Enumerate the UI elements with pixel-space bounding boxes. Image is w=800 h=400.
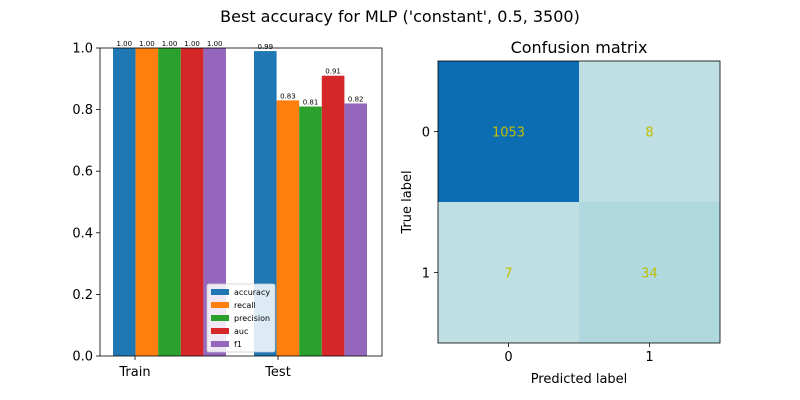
bar-chart: 1.00 1.00 1.00 1.00 1.00 0.99 0.83 0.81 0.91 0.82… [72,40,383,380]
cm-cell-1-1 [579,202,720,343]
bar-value-label: 1.00 [117,40,133,48]
bar-x-tick-label: Test [264,365,291,380]
bar-value-label: 0.99 [258,43,274,51]
bar-y-tick-label: 0.2 [72,288,93,303]
confusion-matrix-axes: 0 1 0 1 [422,126,654,366]
bar-y-tick-label: 0.6 [72,165,93,180]
bar-accuracy-train [113,48,136,356]
bar-legend: accuracy recall precision auc f1 [206,283,276,353]
cm-cell-0-0 [438,61,579,202]
confusion-matrix-chart: Confusion matrix 1053 8 7 34 0 1 0 1 Predicted… [400,38,721,387]
legend-label-accuracy: accuracy [234,288,270,297]
bar-accuracy-test [254,51,277,357]
legend-label-recall: recall [234,301,256,310]
bar-f1-test [344,103,367,356]
confusion-matrix-frame [437,60,721,344]
bar-auc-train [180,48,204,356]
bar-y-tick-label: 1.0 [72,42,93,57]
bar-x-tick-label: Train [118,365,150,380]
cm-x-tick-label: 0 [504,350,512,365]
legend-swatch-f1 [211,341,229,347]
bar-y-tick-label: 0.4 [72,226,93,241]
legend-swatch-auc [211,328,229,334]
bar-value-label: 1.00 [139,40,155,48]
bar-marks: 1.00 1.00 1.00 1.00 1.00 0.99 0.83 0.81 0.91 0.82 [113,40,367,357]
bar-value-label: 0.83 [280,92,296,100]
legend-box [206,283,276,353]
cm-cell-value: 34 [641,267,658,282]
bar-recall-test [276,100,300,356]
confusion-matrix-xlabel: Predicted label [531,372,628,387]
legend-label-f1: f1 [234,340,242,349]
bar-x-axis: Train Test [118,356,291,380]
confusion-matrix-title: Confusion matrix [511,38,648,57]
bar-value-label: 0.81 [303,99,319,107]
bar-value-label: 1.00 [184,40,200,48]
bar-value-label: 1.00 [207,40,223,48]
bar-y-tick-label: 0.0 [72,350,93,365]
legend-swatch-recall [211,302,229,308]
figure-title: Best accuracy for MLP ('constant', 0.5, … [220,7,580,26]
bar-value-label: 0.82 [348,95,364,103]
bar-precision-test [299,106,322,357]
bar-value-label: 0.91 [325,68,341,76]
bar-y-tick-label: 0.8 [72,103,93,118]
cm-y-tick-label: 1 [422,267,430,282]
cm-cell-value: 1053 [492,126,525,141]
legend-swatch-accuracy [211,289,229,295]
legend-label-auc: auc [234,327,248,336]
bar-value-label: 1.00 [162,40,178,48]
bar-plot-frame [99,47,383,357]
bar-auc-test [321,75,345,356]
cm-y-tick-label: 0 [422,126,430,141]
confusion-matrix-ylabel: True label [400,170,415,234]
cm-cell-0-1 [579,61,720,202]
bar-f1-train [203,48,226,356]
legend-label-precision: precision [234,314,270,323]
bar-y-axis: 0.0 0.2 0.4 0.6 0.8 1.0 [72,42,100,365]
cm-cell-value: 7 [504,267,512,282]
legend-swatch-precision [211,315,229,321]
bar-recall-train [135,48,159,356]
cm-cell-1-0 [438,202,579,343]
cm-x-tick-label: 1 [645,350,653,365]
cm-cell-value: 8 [645,126,653,141]
confusion-matrix-cells: 1053 8 7 34 [438,61,720,343]
bar-precision-train [158,48,181,356]
